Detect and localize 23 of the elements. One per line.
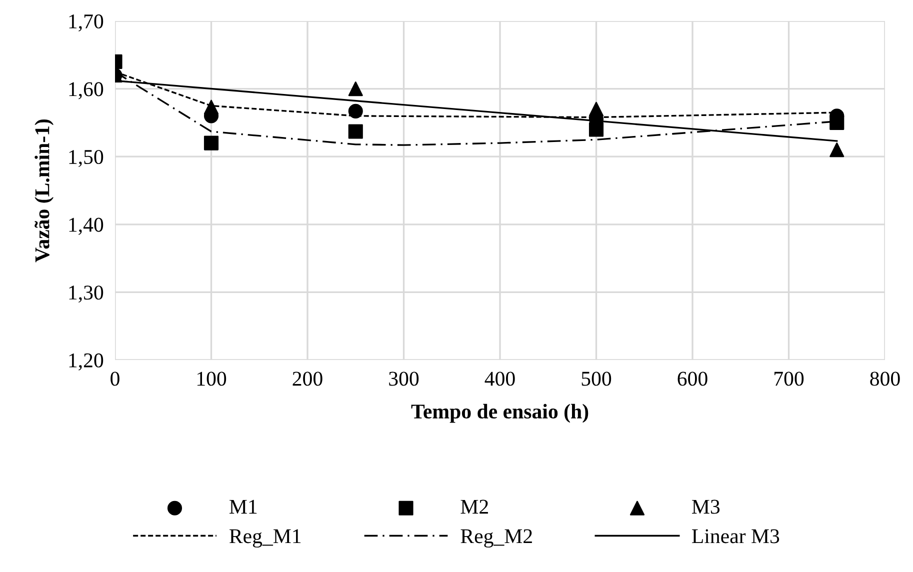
x-tick-label: 400 <box>484 372 515 386</box>
y-tick-label: 1,60 <box>69 82 104 100</box>
x-axis-title: Tempo de ensaio (h) <box>411 404 588 423</box>
x-tick-label: 700 <box>774 372 804 386</box>
legend-label: M1 <box>230 500 257 514</box>
y-tick-label: 1,40 <box>69 218 104 235</box>
y-tick-label: 1,70 <box>69 14 104 32</box>
y-tick-label: 1,30 <box>69 286 104 303</box>
x-tick-label: 800 <box>870 372 900 386</box>
legend-label: Reg_M1 <box>230 529 301 548</box>
legend-label: M2 <box>460 500 488 514</box>
legend-label: Reg_M2 <box>460 529 532 548</box>
x-tick-label: 0 <box>110 372 120 386</box>
legend-label: Linear M3 <box>692 529 780 544</box>
legend-label: M3 <box>692 500 720 514</box>
y-tick-label: 1,50 <box>69 150 104 168</box>
y-axis-title: Vazão (L.min-1) <box>34 119 54 262</box>
y-tick-label: 1,20 <box>69 353 104 370</box>
x-tick-label: 600 <box>678 372 708 386</box>
x-tick-label: 300 <box>389 372 419 386</box>
x-tick-label: 500 <box>582 372 612 386</box>
x-tick-label: 200 <box>292 372 322 386</box>
x-tick-label: 100 <box>197 372 226 386</box>
